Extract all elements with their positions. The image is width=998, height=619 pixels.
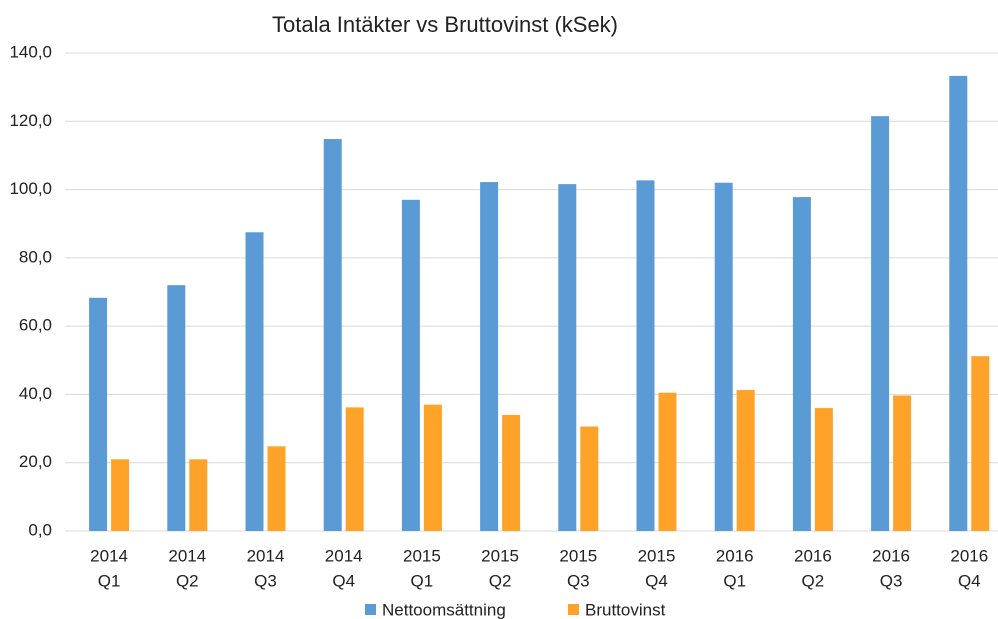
x-tick-label: Q2 xyxy=(802,571,825,590)
bar xyxy=(502,414,521,531)
x-tick-label: 2016 xyxy=(950,546,988,565)
legend-swatch xyxy=(365,604,376,615)
y-tick-label: 0,0 xyxy=(28,520,52,539)
x-tick-label: 2014 xyxy=(90,546,128,565)
x-tick-label: Q4 xyxy=(645,571,668,590)
chart-title: Totala Intäkter vs Bruttovinst (kSek) xyxy=(272,12,618,37)
x-tick-label: 2016 xyxy=(716,546,754,565)
y-tick-label: 100,0 xyxy=(9,179,52,198)
legend-swatch xyxy=(568,604,579,615)
bar xyxy=(323,139,342,532)
bar xyxy=(111,459,130,531)
bar xyxy=(345,407,364,531)
bar xyxy=(814,408,833,531)
bar xyxy=(658,392,677,531)
bar xyxy=(245,232,264,531)
y-tick-label: 140,0 xyxy=(9,42,52,61)
y-tick-label: 80,0 xyxy=(19,247,52,266)
bar xyxy=(871,116,890,532)
x-tick-label: 2015 xyxy=(638,546,676,565)
y-tick-label: 40,0 xyxy=(19,384,52,403)
bar xyxy=(558,184,577,531)
x-tick-label: Q3 xyxy=(254,571,277,590)
bar xyxy=(736,389,755,531)
x-tick-label: 2016 xyxy=(872,546,910,565)
bar xyxy=(167,285,186,531)
bar xyxy=(949,75,968,531)
y-tick-label: 60,0 xyxy=(19,316,52,335)
bar xyxy=(189,459,208,531)
x-tick-label: Q2 xyxy=(489,571,512,590)
bar xyxy=(401,199,420,532)
bar xyxy=(267,446,286,531)
bar xyxy=(971,356,990,531)
x-tick-label: Q3 xyxy=(880,571,903,590)
x-tick-label: 2015 xyxy=(559,546,597,565)
bar xyxy=(714,182,733,531)
bar xyxy=(893,395,912,531)
x-tick-label: Q1 xyxy=(98,571,121,590)
legend-label: Nettoomsättning xyxy=(382,600,506,619)
x-tick-label: 2014 xyxy=(247,546,285,565)
bar xyxy=(636,180,655,532)
x-tick-label: 2015 xyxy=(481,546,519,565)
y-tick-label: 120,0 xyxy=(9,111,52,130)
bar xyxy=(423,404,442,531)
bar xyxy=(89,297,108,531)
bar xyxy=(792,197,811,531)
x-tick-label: Q4 xyxy=(332,571,355,590)
x-tick-label: Q1 xyxy=(411,571,434,590)
legend-label: Bruttovinst xyxy=(585,600,666,619)
x-tick-label: Q4 xyxy=(958,571,981,590)
y-tick-label: 20,0 xyxy=(19,452,52,471)
x-tick-label: Q1 xyxy=(723,571,746,590)
x-tick-label: 2015 xyxy=(403,546,441,565)
bar xyxy=(480,182,499,531)
x-tick-label: 2014 xyxy=(325,546,363,565)
bar xyxy=(580,426,599,531)
x-tick-label: 2016 xyxy=(794,546,832,565)
x-tick-label: Q2 xyxy=(176,571,199,590)
x-tick-label: Q3 xyxy=(567,571,590,590)
x-tick-label: 2014 xyxy=(168,546,206,565)
